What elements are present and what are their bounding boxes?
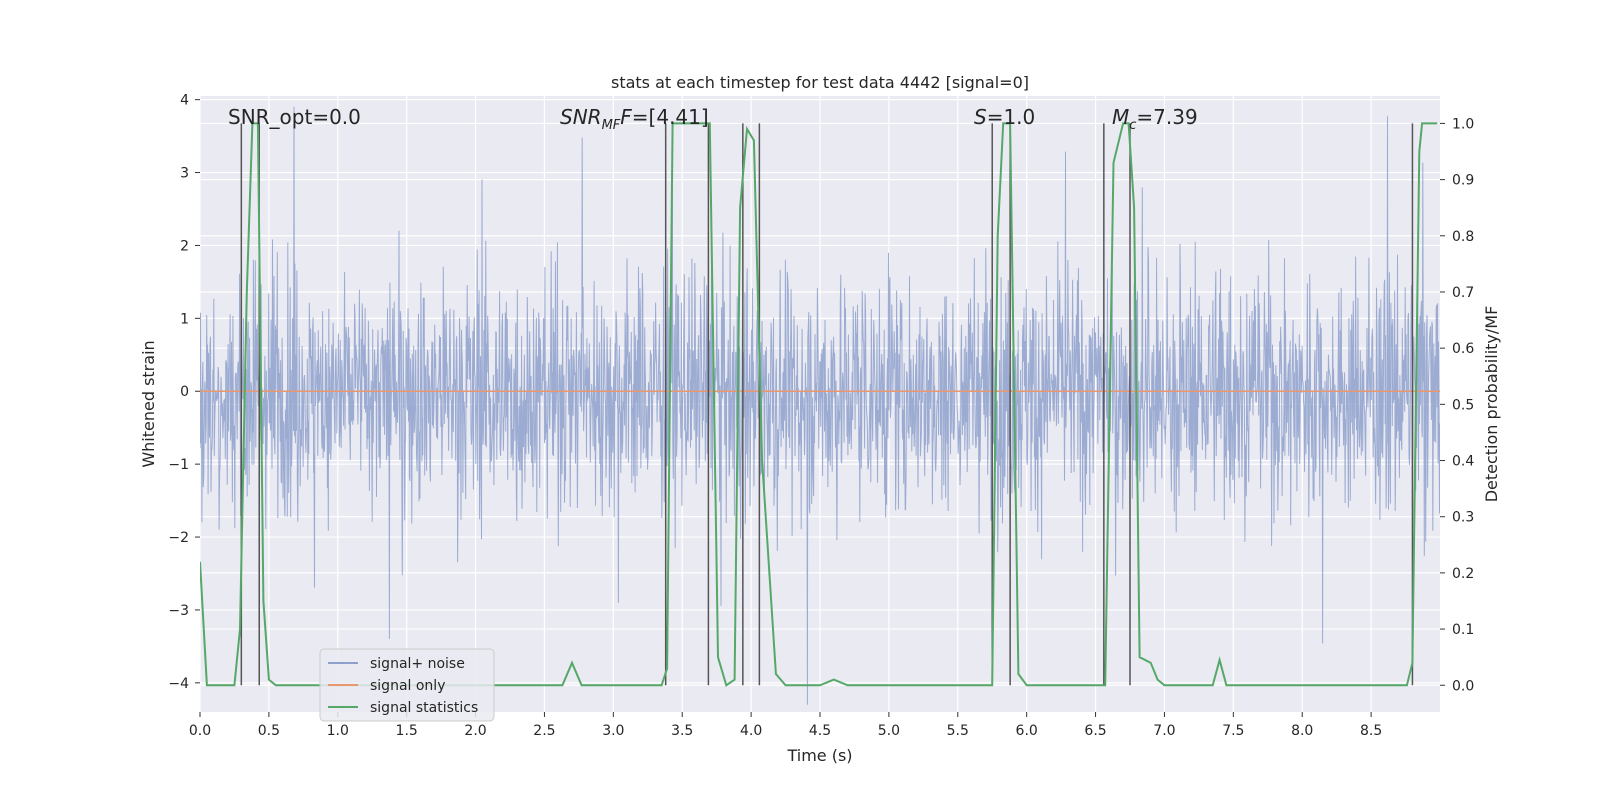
legend-label-signal-statistics: signal statistics	[370, 700, 478, 716]
y-tick-label: −4	[168, 676, 189, 692]
y2-tick-label: 0.4	[1452, 454, 1474, 470]
grid-lines	[199, 96, 1440, 712]
annotation-s-main: S	[974, 105, 987, 129]
y2-tick-label: 0.5	[1452, 397, 1474, 413]
y2-tick-label: 0.3	[1452, 510, 1474, 526]
annotation-snr-opt: SNR_opt=0.0	[228, 105, 361, 129]
y2-tick-label: 0.7	[1452, 285, 1474, 301]
y2-tick-label: 0.1	[1452, 622, 1474, 638]
y-tick-label: −2	[168, 530, 189, 546]
x-tick-label: 1.5	[396, 723, 418, 739]
x-tick-label: 2.5	[533, 723, 555, 739]
y2-tick-label: 0.8	[1452, 229, 1474, 245]
y-tick-label: 3	[180, 166, 189, 182]
x-tick-label: 2.0	[464, 723, 486, 739]
x-tick-label: 6.0	[1016, 723, 1038, 739]
x-tick-label: 5.5	[947, 723, 969, 739]
annotation-snr-mf-main: SNR	[560, 105, 602, 129]
x-tick-label: 4.0	[740, 723, 762, 739]
annotation-mc: Mc=7.39	[1112, 105, 1198, 133]
y-tick-label: 1	[180, 311, 189, 327]
y-tick-label: 0	[180, 384, 189, 400]
x-tick-label: 6.5	[1084, 723, 1106, 739]
x-tick-label: 3.5	[671, 723, 693, 739]
legend-label-signal-only: signal only	[370, 678, 445, 694]
x-tick-label: 8.0	[1291, 723, 1313, 739]
y-tick-label: −1	[168, 457, 189, 473]
x-tick-label: 4.5	[809, 723, 831, 739]
x-tick-label: 1.0	[327, 723, 349, 739]
x-tick-label: 8.5	[1360, 723, 1382, 739]
x-tick-label: 7.0	[1153, 723, 1175, 739]
legend-box	[319, 648, 495, 722]
y2-tick-label: 1.0	[1452, 116, 1474, 132]
annotation-s: S=1.0	[974, 105, 1035, 129]
annotation-snr-mf-sub: MF	[602, 118, 621, 133]
x-tick-label: 0.0	[189, 723, 211, 739]
annotation-mc-sub: c	[1129, 118, 1136, 133]
y-tick-label: 4	[180, 93, 189, 109]
annotation-snr-mf-value: =[4.41]	[632, 105, 709, 129]
x-tick-label: 5.0	[878, 723, 900, 739]
annotation-snr-mf-f: F	[620, 105, 632, 129]
y2-tick-label: 0.2	[1452, 566, 1474, 582]
y2-axis-label: Detection probability/MF	[1482, 306, 1501, 503]
annotation-snr-mf: SNRMFF=[4.41]	[560, 105, 709, 133]
x-tick-label: 0.5	[258, 723, 280, 739]
y2-tick-label: 0.6	[1452, 341, 1474, 357]
axes-layer: 0.0 0.5 1.0 1.5 2.0 2.5 3.0 3.5 4.0 4.5 5.0 5.5 6.0 6…	[168, 93, 1474, 739]
x-axis-label: Time (s)	[786, 746, 852, 765]
legend-label-signal-noise: signal+ noise	[370, 656, 465, 672]
annotation-s-value: =1.0	[987, 105, 1036, 129]
series-signal-noise	[200, 106, 1440, 705]
y-tick-label: −3	[168, 603, 189, 619]
x-tick-label: 7.5	[1222, 723, 1244, 739]
y2-tick-label: 0.0	[1452, 678, 1474, 694]
y-tick-label: 2	[180, 238, 189, 254]
annotation-mc-value: =7.39	[1136, 105, 1197, 129]
x-tick-label: 3.0	[602, 723, 624, 739]
annotation-mc-main: M	[1112, 105, 1129, 129]
legend: signal+ noise signal only signal statist…	[319, 648, 495, 722]
chart-title: stats at each timestep for test data 444…	[611, 73, 1029, 92]
y2-tick-label: 0.9	[1452, 173, 1474, 189]
y-axis-label: Whitened strain	[139, 340, 158, 467]
